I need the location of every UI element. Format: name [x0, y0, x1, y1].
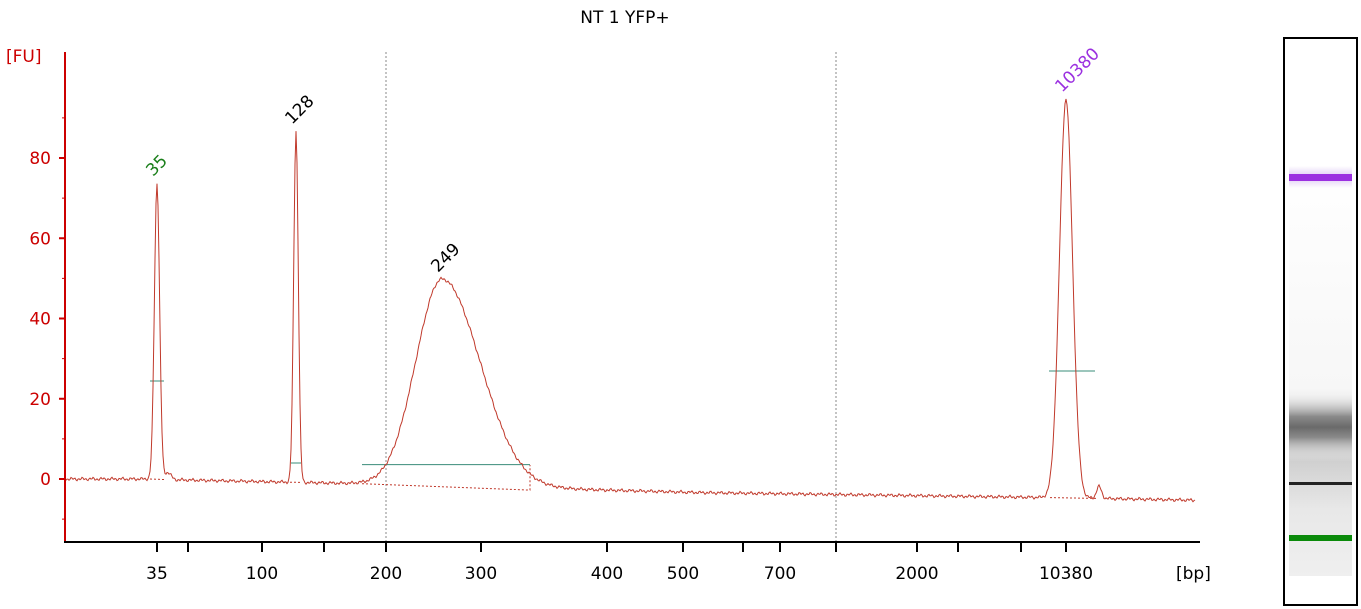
- vertical-guides: [385, 52, 837, 542]
- y-tick-label-0: 0: [40, 470, 51, 490]
- axes: [64, 52, 1200, 543]
- gel-lane-background: [1289, 160, 1352, 576]
- y-tick-label-20: 20: [29, 390, 51, 410]
- x-tick-label-200: 200: [370, 564, 402, 584]
- y-tick-label-40: 40: [29, 310, 51, 330]
- x-tick-label-300: 300: [465, 564, 497, 584]
- x-ticks: 35 100 200 300 400 500 700 2000 10380: [146, 542, 1093, 584]
- x-tick-label-2000: 2000: [895, 564, 938, 584]
- x-tick-label-10380: 10380: [1039, 564, 1093, 584]
- peak-label-10380: 10380: [1051, 44, 1103, 96]
- peak-label-249: 249: [427, 239, 464, 276]
- gel-band-upper-marker: [1289, 174, 1352, 181]
- peak-label-35: 35: [142, 151, 171, 180]
- y-tick-label-80: 80: [29, 149, 51, 169]
- y-axis-label: [FU]: [6, 47, 42, 67]
- x-tick-label-500: 500: [667, 564, 699, 584]
- gel-band-dark: [1289, 482, 1352, 485]
- gel-lane: [1283, 37, 1358, 606]
- y-ticks: 0 20 40 60 80: [29, 117, 65, 520]
- peak-label-128: 128: [281, 91, 318, 128]
- dashed-baseline-2: [361, 465, 531, 491]
- y-tick-label-60: 60: [29, 229, 51, 249]
- gel-band-sample-smear: [1289, 392, 1352, 462]
- trace-layer: [65, 98, 1196, 503]
- peak-labels: 35 128 249 10380: [142, 44, 1103, 276]
- dashed-baseline-0: [149, 478, 167, 481]
- gel-band-lower-marker: [1289, 535, 1352, 541]
- x-tick-label-35: 35: [146, 564, 168, 584]
- trace-line: [65, 98, 1196, 503]
- x-tick-label-700: 700: [764, 564, 796, 584]
- x-tick-label-100: 100: [246, 564, 278, 584]
- x-tick-label-400: 400: [591, 564, 623, 584]
- chart-title: NT 1 YFP+: [580, 8, 669, 28]
- x-axis-label: [bp]: [1176, 564, 1211, 584]
